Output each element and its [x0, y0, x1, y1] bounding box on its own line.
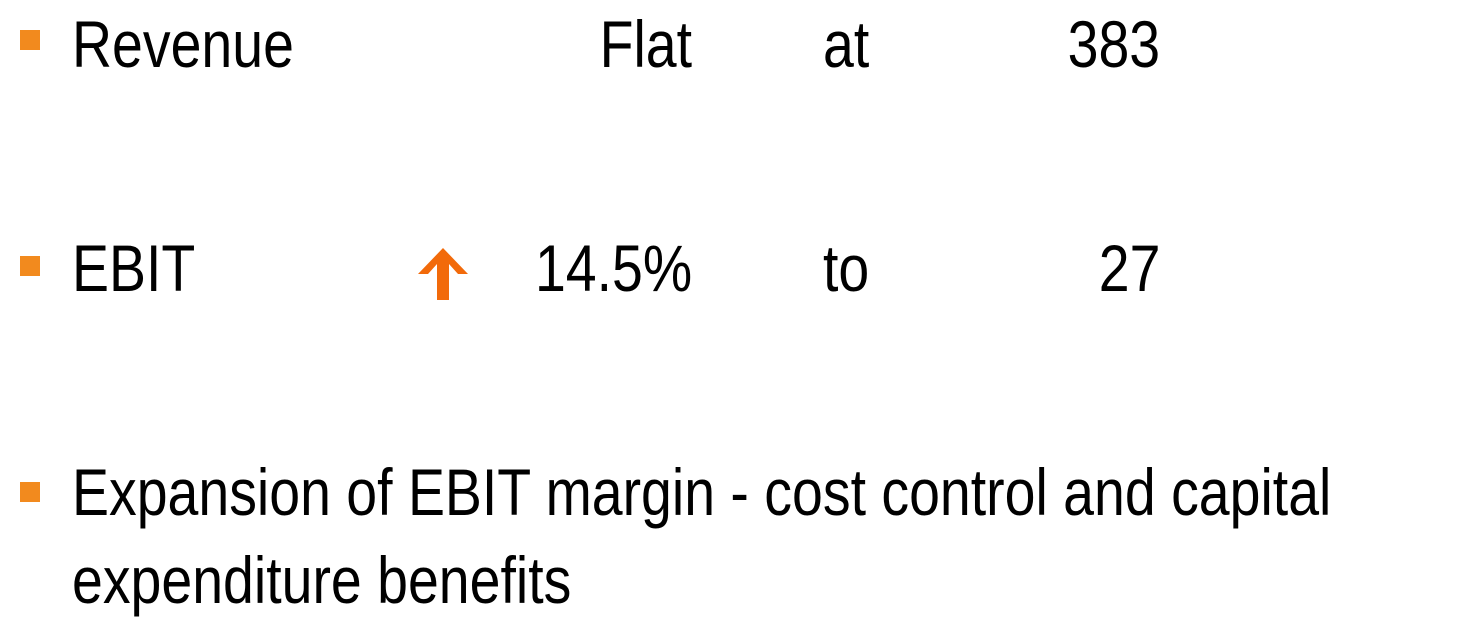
- bullet: [20, 256, 40, 276]
- up-arrow: [418, 248, 468, 300]
- change: 14.5%: [534, 231, 692, 305]
- bullet-text: Expansion of EBIT margin - cost control …: [72, 455, 1332, 617]
- bullet: [20, 30, 40, 50]
- value: 27: [1098, 231, 1160, 305]
- label: EBIT: [72, 231, 196, 305]
- change: Flat: [599, 7, 692, 81]
- bullet: [20, 482, 40, 502]
- preposition: at: [823, 7, 870, 81]
- preposition: to: [823, 231, 870, 305]
- value: 383: [1067, 7, 1160, 81]
- label: Revenue: [72, 7, 294, 81]
